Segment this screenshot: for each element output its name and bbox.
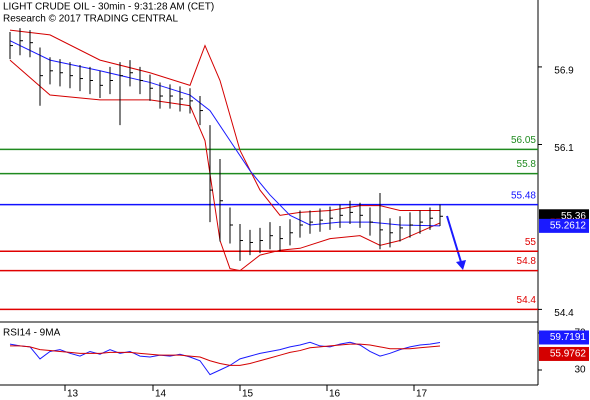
level-label: 54.4	[517, 295, 537, 306]
level-label: 54.8	[517, 256, 537, 267]
x-tick-label: 16	[329, 389, 341, 400]
x-tick-label: 13	[67, 389, 79, 400]
rsi-line	[9, 341, 441, 376]
value-box	[539, 346, 589, 361]
level-label: 55.8	[517, 159, 537, 170]
chart-subtitle: Research © 2017 TRADING CENTRAL	[3, 14, 178, 25]
rsi-title: RSI14 - 9MA	[3, 328, 61, 339]
level-label: 55	[525, 237, 537, 248]
x-tick-label: 17	[416, 389, 428, 400]
level-label: 56.05	[511, 135, 536, 146]
rsi-line	[10, 343, 441, 366]
value-label: 55.36	[561, 211, 586, 222]
y-tick-label: 56.1	[554, 143, 574, 154]
chart-title: LIGHT CRUDE OIL - 30min - 9:31:28 AM (CE…	[3, 2, 214, 13]
value-box	[539, 218, 589, 233]
y-tick-label: 54.4	[554, 308, 574, 319]
indicator-line	[9, 59, 441, 272]
x-tick-label: 15	[242, 389, 254, 400]
x-tick-label: 14	[155, 389, 167, 400]
value-box	[539, 330, 589, 345]
value-label: 55.2612	[550, 221, 587, 232]
forecast-arrow-head	[456, 260, 466, 270]
forecast-arrow	[446, 215, 462, 263]
y-tick-label: 56.9	[554, 66, 574, 77]
value-label: 59.7191	[550, 332, 587, 343]
value-label: 55.9762	[550, 349, 587, 360]
y-tick-label: 30	[574, 365, 586, 376]
level-label: 55.48	[511, 190, 536, 201]
